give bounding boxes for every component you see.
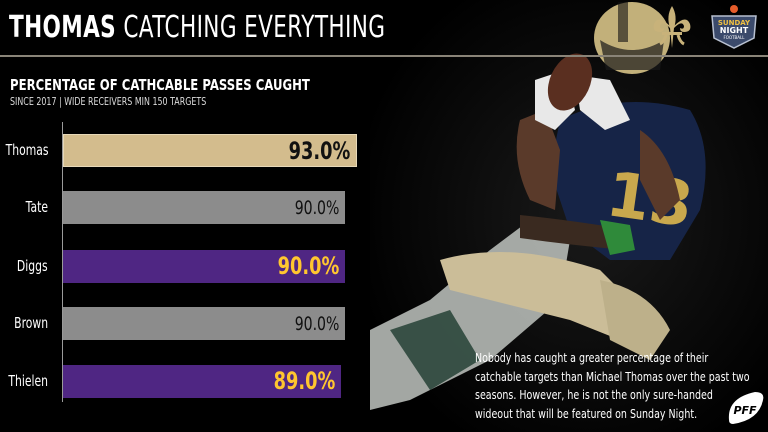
bar-row-diggs: Diggs 90.0% — [0, 250, 380, 283]
snf-line2: NIGHT — [720, 26, 749, 35]
bar-label: Tate — [25, 198, 48, 216]
pff-logo-icon: PFF — [728, 392, 764, 424]
sunday-night-football-logo-icon: SUNDAY NIGHT FOOTBALL — [711, 5, 757, 49]
caption-line: seasons. However, he is not the only sur… — [475, 387, 713, 402]
bar-label: Diggs — [17, 257, 48, 275]
bar-label: Brown — [14, 314, 48, 332]
bar-tate: 90.0% — [63, 191, 345, 224]
chart-subtitle: SINCE 2017 | WIDE RECEIVERS MIN 150 TARG… — [10, 95, 207, 108]
bar-value: 93.0% — [288, 137, 350, 165]
bar-value: 90.0% — [277, 252, 339, 280]
bar-label: Thomas — [5, 141, 48, 159]
bar-row-brown: Brown 90.0% — [0, 307, 380, 340]
fleur-de-lis-icon — [653, 6, 691, 48]
page-title: THOMAS CATCHING EVERYTHING — [9, 11, 385, 45]
bar-thomas: 93.0% — [63, 134, 357, 167]
bar-brown: 90.0% — [63, 307, 345, 340]
bar-row-tate: Tate 90.0% — [0, 191, 380, 224]
bar-value: 90.0% — [294, 313, 339, 335]
y-axis-line — [62, 122, 63, 402]
snf-line1: SUNDAY — [718, 19, 751, 27]
caption-line: Nobody has caught a greater percentage o… — [475, 350, 709, 365]
caption-text: Nobody has caught a greater percentage o… — [475, 349, 768, 423]
bar-diggs: 90.0% — [63, 250, 345, 283]
bar-value: 90.0% — [294, 197, 339, 219]
caption-line: catchable targets than Michael Thomas ov… — [475, 368, 750, 384]
title-bold: THOMAS — [9, 10, 117, 45]
snf-line3: FOOTBALL — [724, 35, 746, 40]
bar-row-thielen: Thielen 89.0% — [0, 365, 380, 398]
bar-value: 89.0% — [273, 367, 335, 395]
header-divider — [0, 55, 768, 57]
bar-thielen: 89.0% — [63, 365, 341, 398]
title-light: CATCHING EVERYTHING — [123, 10, 386, 45]
bar-row-thomas: Thomas 93.0% — [0, 134, 380, 167]
caption-line: wideout that will be featured on Sunday … — [475, 405, 698, 421]
bar-label: Thielen — [8, 372, 48, 390]
chart-title: PERCENTAGE OF CATHCABLE PASSES CAUGHT — [10, 76, 310, 94]
pff-text: PFF — [733, 404, 757, 417]
